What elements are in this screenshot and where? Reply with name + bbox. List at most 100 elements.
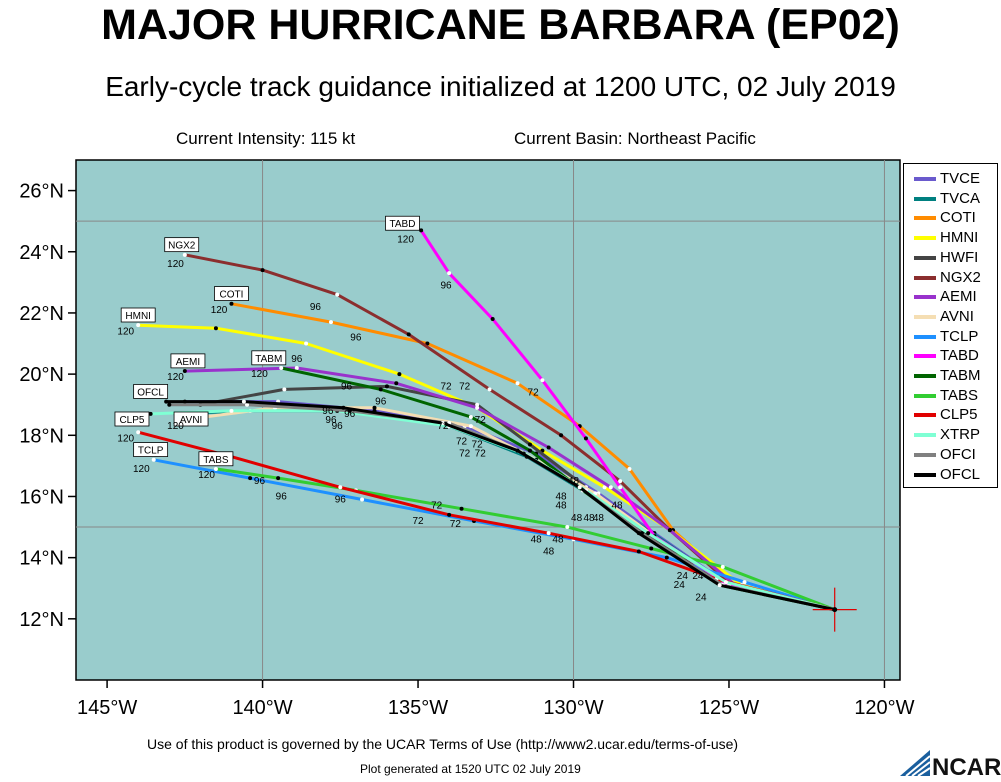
track-point [182, 252, 187, 257]
legend-label: TABD [940, 347, 979, 365]
track-point [602, 485, 607, 490]
forecast-hour-label: 48 [568, 476, 580, 487]
x-tick-label: 130°W [543, 697, 603, 719]
track-point [136, 430, 141, 435]
forecast-hour-label: 72 [472, 440, 484, 451]
forecast-hour-label: 72 [528, 388, 540, 399]
track-point [475, 402, 480, 407]
track-point [397, 372, 402, 377]
track-label-box [251, 350, 287, 366]
track-point [151, 457, 156, 462]
track-label: AEMI [176, 357, 200, 368]
track-point [636, 531, 641, 536]
track-point [167, 402, 172, 407]
track-point [360, 497, 365, 502]
track-point [447, 271, 452, 276]
forecast-hour-label: 48 [556, 492, 568, 503]
track-point [229, 301, 234, 306]
y-tick-label: 14°N [19, 548, 64, 570]
track-point [213, 326, 218, 331]
track-label-box [114, 411, 150, 427]
track-point [136, 323, 141, 328]
x-tick-label: 145°W [77, 697, 137, 719]
legend: TVCE TVCA COTI HMNI HWFI NGX2 AEMI AVNI TCLP TABD… [903, 163, 998, 488]
forecast-hour-label: 96 [335, 495, 347, 506]
legend-label: TCLP [940, 327, 979, 345]
track-point [577, 485, 582, 490]
y-tick-label: 12°N [19, 609, 64, 631]
track-point [304, 341, 309, 346]
forecast-hour-label: 120 [211, 305, 228, 316]
track-label: CLP5 [119, 415, 144, 426]
legend-swatch [914, 374, 936, 378]
track-point [546, 445, 551, 450]
map-title: MAJOR HURRICANE BARBARA (EP02) [101, 1, 900, 49]
track-point [646, 531, 651, 536]
track-point [294, 366, 299, 370]
forecast-hour-label: 120 [133, 464, 150, 475]
ncar-logo-icon [900, 750, 931, 777]
legend-swatch [914, 314, 936, 319]
legend-swatch [914, 275, 936, 280]
track-label: TABM [255, 354, 282, 365]
y-tick-label: 24°N [19, 242, 64, 264]
track-point [406, 332, 411, 337]
forecast-hour-label: 120 [117, 433, 134, 444]
current-intensity: Current Intensity: 115 kt [176, 129, 356, 148]
forecast-hour-label: 120 [397, 235, 414, 246]
forecast-hour-label: 96 [276, 492, 288, 503]
legend-swatch [914, 413, 936, 418]
track-point [419, 228, 424, 233]
forecast-hour-label: 48 [611, 501, 623, 512]
track-label: TCLP [138, 446, 164, 457]
forecast-hour-label: 72 [450, 519, 462, 530]
track-label-box [120, 307, 156, 323]
track-point [335, 292, 340, 297]
track-point [440, 421, 445, 426]
track-point [372, 405, 377, 410]
track-point [627, 466, 632, 471]
legend-swatch [914, 177, 936, 181]
track-point [468, 424, 473, 429]
track-point [527, 442, 532, 447]
track-label-box [385, 215, 420, 231]
track-point [717, 583, 722, 588]
track-point [490, 317, 495, 322]
forecast-hour-label: 72 [440, 381, 452, 392]
ncar-logo-text: NCAR [932, 754, 1001, 781]
track-labels: TABD NGX2 COTI HMNI AEMI TABM OFCL AVNI CLP5 TCLP… [114, 215, 707, 603]
x-tick-label: 135°W [388, 697, 448, 719]
forecast-hour-label: 96 [344, 409, 356, 420]
forecast-hour-label: 72 [459, 381, 471, 392]
legend-swatch [914, 255, 936, 260]
track-point [667, 528, 672, 533]
track-label: OFCL [137, 387, 164, 398]
track-point [546, 531, 551, 536]
forecast-hour-label: 120 [167, 421, 184, 432]
x-tick-label: 140°W [232, 697, 292, 719]
forecast-hour-label: 120 [167, 372, 184, 383]
y-tick-label: 18°N [19, 425, 64, 447]
forecast-hour-label: 96 [322, 406, 334, 417]
track-label-box [133, 384, 169, 399]
track-point [664, 555, 669, 560]
legend-label: TABS [940, 386, 979, 404]
track-point [540, 378, 545, 383]
current-basin: Current Basin: Northeast Pacific [514, 129, 756, 148]
generated-time: Plot generated at 1520 UTC 02 July 2019 [360, 762, 581, 776]
legend-swatch [914, 216, 936, 221]
legend-label: AVNI [940, 307, 974, 325]
map-subtitle: Early-cycle track guidance initialized a… [105, 71, 896, 102]
track-point [515, 381, 520, 386]
track-point [618, 485, 623, 490]
y-tick-label: 20°N [19, 364, 64, 386]
x-tick-label: 120°W [854, 697, 914, 719]
track-point [260, 268, 265, 273]
track-label: HMNI [125, 311, 151, 322]
track-point [618, 479, 623, 484]
track-label-box [133, 442, 169, 457]
track-point [282, 387, 287, 392]
forecast-hour-label: 24 [674, 580, 686, 591]
track-point [649, 546, 654, 551]
track-point [229, 408, 234, 413]
